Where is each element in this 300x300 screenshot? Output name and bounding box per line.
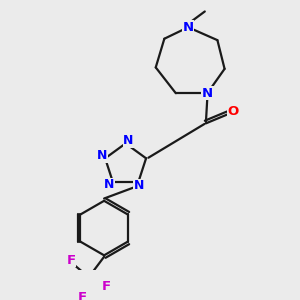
Text: F: F (78, 291, 87, 300)
Text: N: N (202, 87, 213, 100)
Text: N: N (104, 178, 115, 191)
Text: N: N (97, 149, 107, 162)
Text: F: F (102, 280, 111, 293)
Text: F: F (67, 254, 76, 267)
Text: N: N (134, 179, 144, 192)
Text: N: N (183, 21, 194, 34)
Text: O: O (228, 105, 239, 119)
Text: N: N (123, 134, 134, 147)
